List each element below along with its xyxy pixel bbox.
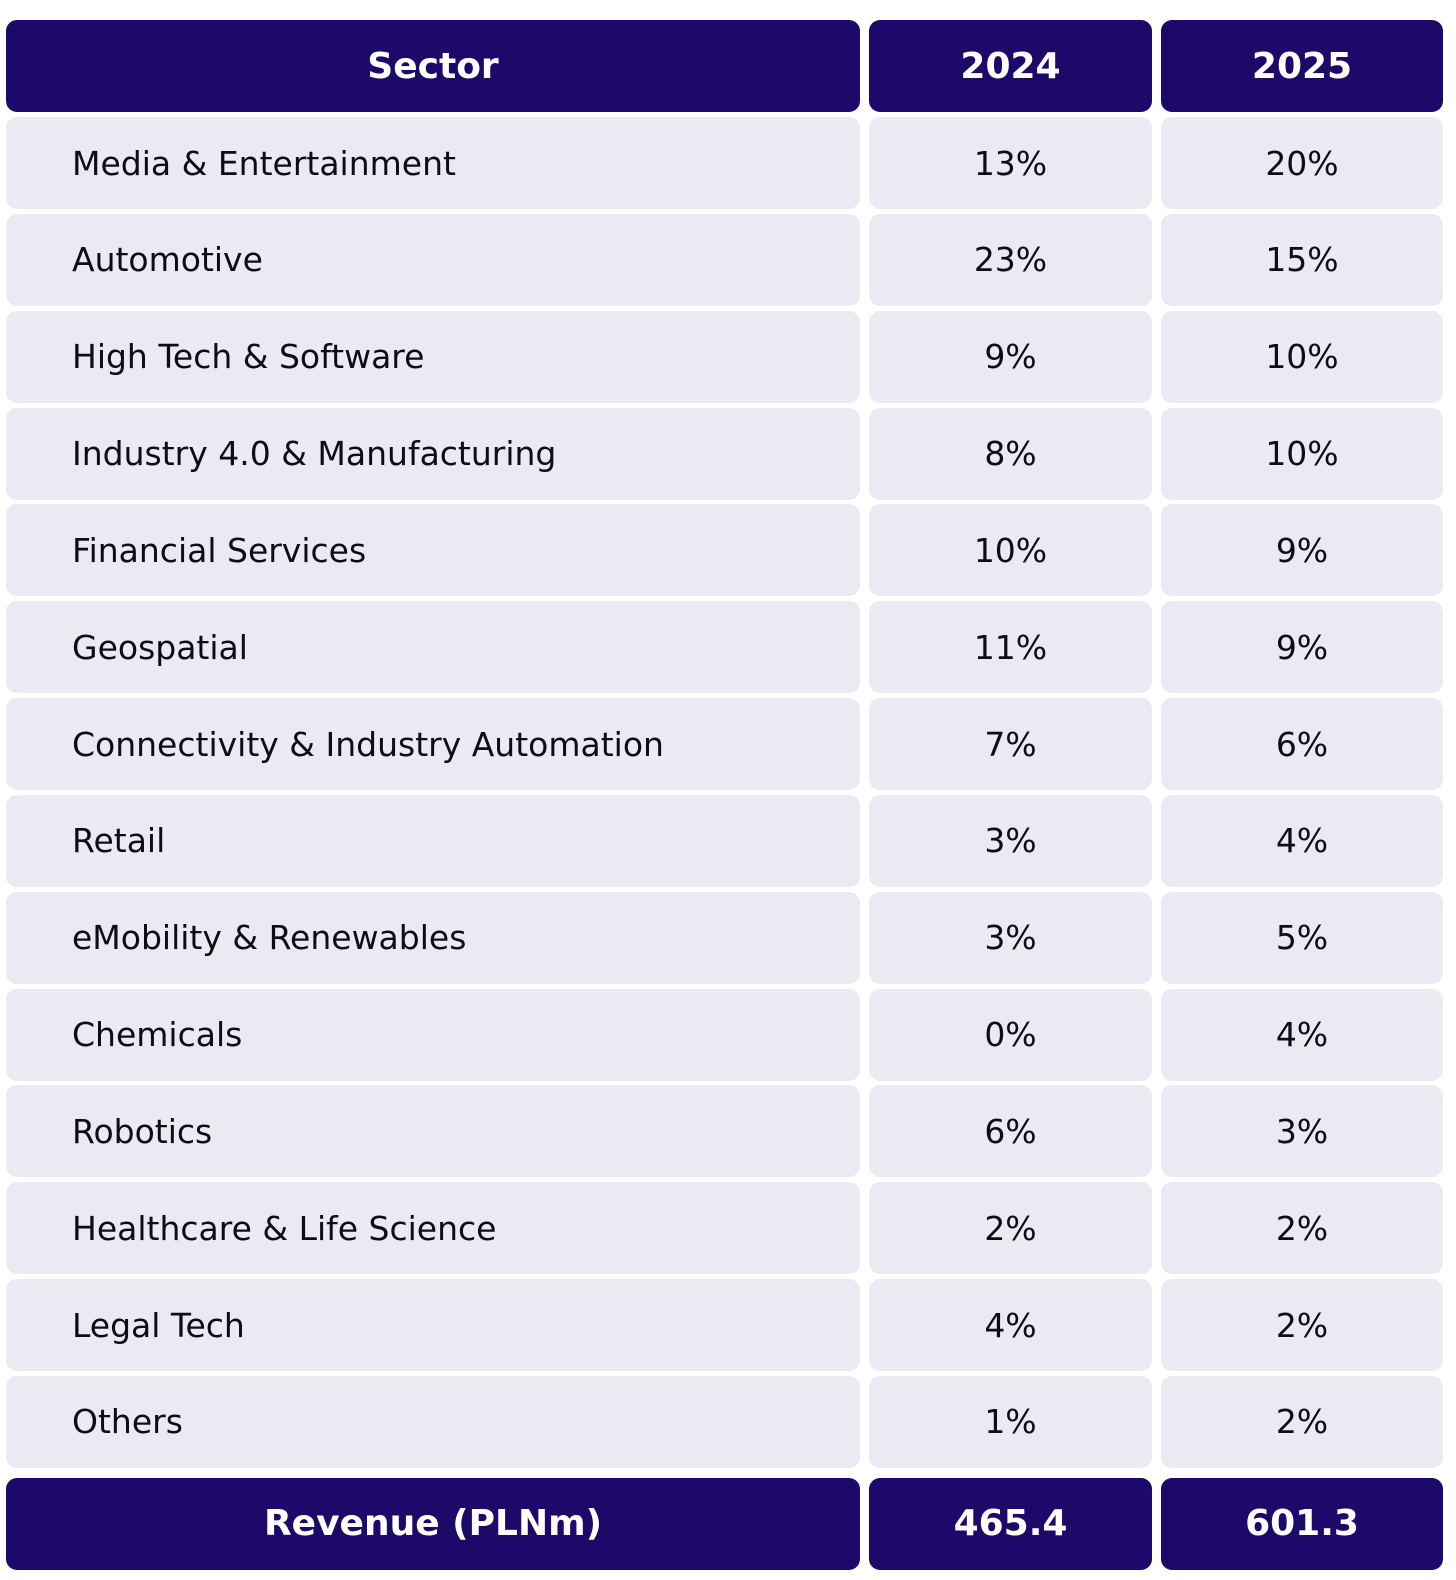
table-row-sector: Others [6,1375,860,1468]
table-row-value-2024: 6% [869,1085,1152,1178]
table-row-value-2024: 2% [869,1182,1152,1275]
table-row-value-2024: 3% [869,891,1152,984]
table-row-sector: High Tech & Software [6,310,860,403]
table-row-sector: Industry 4.0 & Manufacturing [6,407,860,500]
table-row-value-2024: 3% [869,794,1152,887]
header-2025: 2025 [1161,20,1443,112]
table-row-sector: Robotics [6,1085,860,1178]
sector-revenue-table: Sector 2024 2025 Media & Entertainment 13… [6,20,1443,1570]
table-row-value-2024: 23% [869,213,1152,306]
header-sector: Sector [6,20,860,112]
table-row-sector: Legal Tech [6,1279,860,1372]
table-row-value-2024: 7% [869,698,1152,791]
table-row-value-2025: 15% [1161,213,1443,306]
table-row-value-2025: 9% [1161,601,1443,694]
table-row-value-2025: 9% [1161,504,1443,597]
table-row-sector: Chemicals [6,988,860,1081]
table-row-value-2025: 6% [1161,698,1443,791]
table-row-value-2024: 11% [869,601,1152,694]
table-row-value-2025: 4% [1161,794,1443,887]
footer-value-2024: 465.4 [869,1477,1152,1570]
table-row-value-2024: 8% [869,407,1152,500]
footer-value-2025: 601.3 [1161,1477,1443,1570]
table-row-value-2025: 3% [1161,1085,1443,1178]
table-row-value-2025: 4% [1161,988,1443,1081]
table-row-sector: eMobility & Renewables [6,891,860,984]
header-2024: 2024 [869,20,1152,112]
table-row-sector: Geospatial [6,601,860,694]
table-row-sector: Financial Services [6,504,860,597]
table-row-value-2025: 2% [1161,1375,1443,1468]
table-row-value-2024: 4% [869,1279,1152,1372]
table-row-sector: Retail [6,794,860,887]
table-row-value-2024: 9% [869,310,1152,403]
table-row-sector: Connectivity & Industry Automation [6,698,860,791]
table-row-sector: Automotive [6,213,860,306]
table-row-sector: Healthcare & Life Science [6,1182,860,1275]
table-row-value-2024: 10% [869,504,1152,597]
table-row-value-2025: 10% [1161,407,1443,500]
table-row-value-2025: 20% [1161,117,1443,209]
table-row-value-2025: 10% [1161,310,1443,403]
table-row-sector: Media & Entertainment [6,117,860,209]
table-row-value-2024: 13% [869,117,1152,209]
table-row-value-2024: 1% [869,1375,1152,1468]
table-row-value-2025: 5% [1161,891,1443,984]
table-row-value-2024: 0% [869,988,1152,1081]
table-row-value-2025: 2% [1161,1182,1443,1275]
table-row-value-2025: 2% [1161,1279,1443,1372]
footer-label: Revenue (PLNm) [6,1477,860,1570]
